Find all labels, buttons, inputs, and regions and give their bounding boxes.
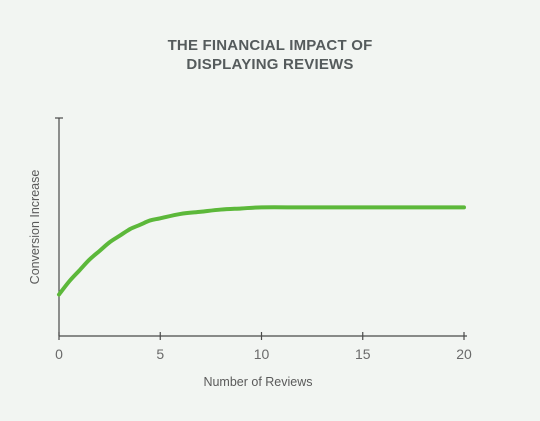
x-tick-label: 0 — [55, 346, 63, 362]
y-axis-title: Conversion Increase — [28, 170, 42, 285]
x-tick-label: 20 — [456, 346, 472, 362]
chart-title-line-1: THE FINANCIAL IMPACT OF — [167, 37, 373, 54]
chart-title: THE FINANCIAL IMPACT OF DISPLAYING REVIE… — [0, 36, 540, 74]
x-axis-title: Number of Reviews — [203, 375, 312, 389]
x-tick-label: 5 — [156, 346, 164, 362]
plot-area: 0 5 10 15 20 — [55, 117, 472, 362]
conversion-curve-line — [57, 205, 466, 297]
x-axis-ticks: 0 5 10 15 20 — [55, 332, 472, 362]
chart-title-line-2: DISPLAYING REVIEWS — [186, 56, 354, 73]
series-group — [57, 205, 466, 297]
x-tick-label: 10 — [254, 346, 270, 362]
x-tick-label: 15 — [355, 346, 371, 362]
